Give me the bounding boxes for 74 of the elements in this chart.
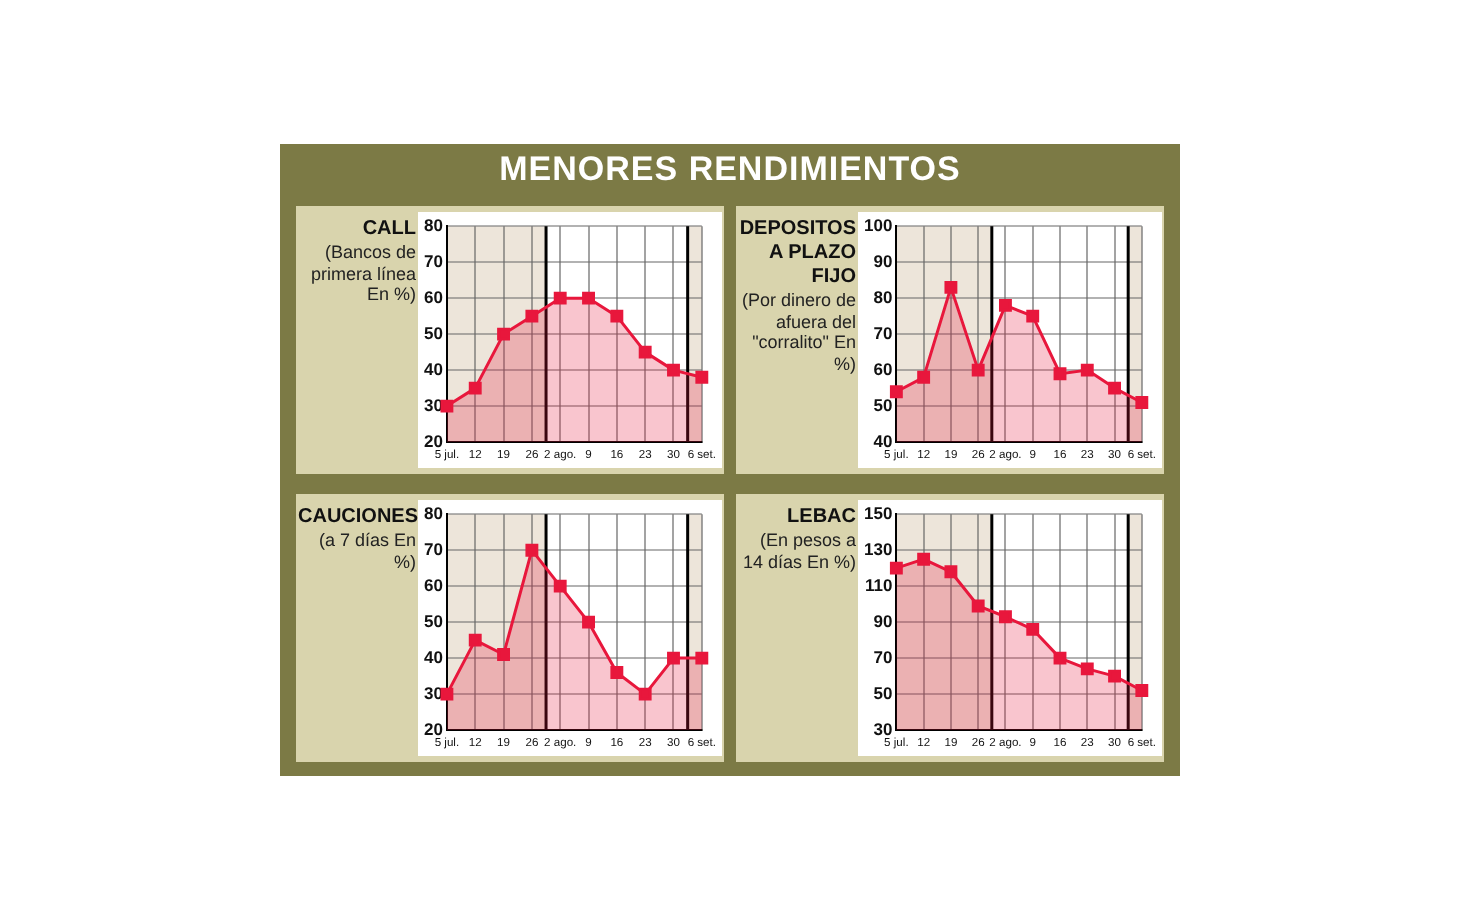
- y-tick-label: 80: [423, 214, 444, 235]
- chart-title: CAUCIONES: [298, 506, 419, 530]
- point: [917, 370, 931, 384]
- y-tick-label: 150: [863, 502, 893, 523]
- y-tick-label: 40: [423, 646, 444, 667]
- point: [999, 298, 1012, 312]
- y-tick-label: 100: [863, 214, 893, 235]
- y-tick-label: 50: [423, 322, 444, 343]
- y-tick-label: 20: [423, 430, 444, 451]
- point: [971, 363, 985, 377]
- chart-title: CALL: [360, 218, 416, 242]
- y-tick-label: 70: [873, 322, 893, 343]
- text: MENORES RENDIMIENTOS: [499, 150, 961, 188]
- text: DEPOSITOS A PLAZO FIJO: [738, 218, 856, 290]
- y-tick-label: 110: [864, 574, 893, 595]
- y-tick-label: 70: [873, 646, 893, 667]
- point: [440, 687, 454, 701]
- y-tick-label: 70: [423, 538, 444, 559]
- y-tick-label: 130: [863, 538, 893, 559]
- point: [1026, 309, 1040, 323]
- point: [944, 565, 958, 579]
- y-tick-label: 90: [873, 610, 893, 631]
- y-tick-label: 60: [873, 358, 893, 379]
- point: [889, 385, 903, 399]
- y-tick-label: 50: [873, 394, 893, 415]
- point: [468, 633, 482, 647]
- point: [1108, 669, 1121, 683]
- point: [1053, 367, 1067, 381]
- point: [917, 552, 931, 566]
- text: (En pesos a 14 días En %): [742, 530, 856, 571]
- y-tick-label: 80: [423, 502, 444, 523]
- point: [582, 615, 595, 629]
- y-tick-label: 60: [423, 286, 444, 307]
- point: [1080, 363, 1094, 377]
- point: [1053, 651, 1067, 665]
- y-tick-label: 20: [423, 718, 444, 739]
- point: [1135, 396, 1149, 409]
- point: [525, 543, 539, 557]
- text: (Bancos de primera línea En %): [310, 242, 416, 304]
- point: [582, 291, 595, 305]
- point: [1026, 622, 1040, 636]
- y-tick-label: 90: [873, 250, 893, 271]
- text: (a 7 días En %): [318, 530, 416, 571]
- point: [440, 399, 454, 413]
- chart-title: LEBAC: [785, 506, 856, 530]
- point: [667, 363, 680, 377]
- y-tick-label: 80: [873, 286, 893, 307]
- point: [944, 280, 958, 294]
- text: (Por dinero de afuera del "corralito" En %): [741, 290, 856, 373]
- y-tick-label: 50: [873, 682, 893, 703]
- point: [468, 381, 482, 395]
- point: [497, 648, 511, 661]
- point: [1135, 684, 1149, 697]
- y-tick-label: 50: [423, 610, 444, 631]
- y-tick-label: 40: [873, 430, 893, 451]
- point: [695, 370, 709, 384]
- y-tick-label: 40: [423, 358, 444, 379]
- point: [497, 327, 511, 341]
- point: [638, 345, 652, 359]
- point: [1108, 381, 1121, 395]
- point: [610, 666, 624, 679]
- point: [553, 291, 567, 305]
- point: [610, 309, 624, 323]
- point: [553, 579, 567, 593]
- y-tick-label: 70: [423, 250, 444, 271]
- point: [667, 651, 680, 665]
- y-tick-label: 60: [423, 574, 444, 595]
- point: [971, 599, 985, 613]
- point: [1080, 662, 1094, 676]
- point: [638, 687, 652, 701]
- point: [999, 610, 1012, 624]
- point: [525, 309, 539, 323]
- point: [889, 561, 903, 575]
- point: [695, 651, 709, 665]
